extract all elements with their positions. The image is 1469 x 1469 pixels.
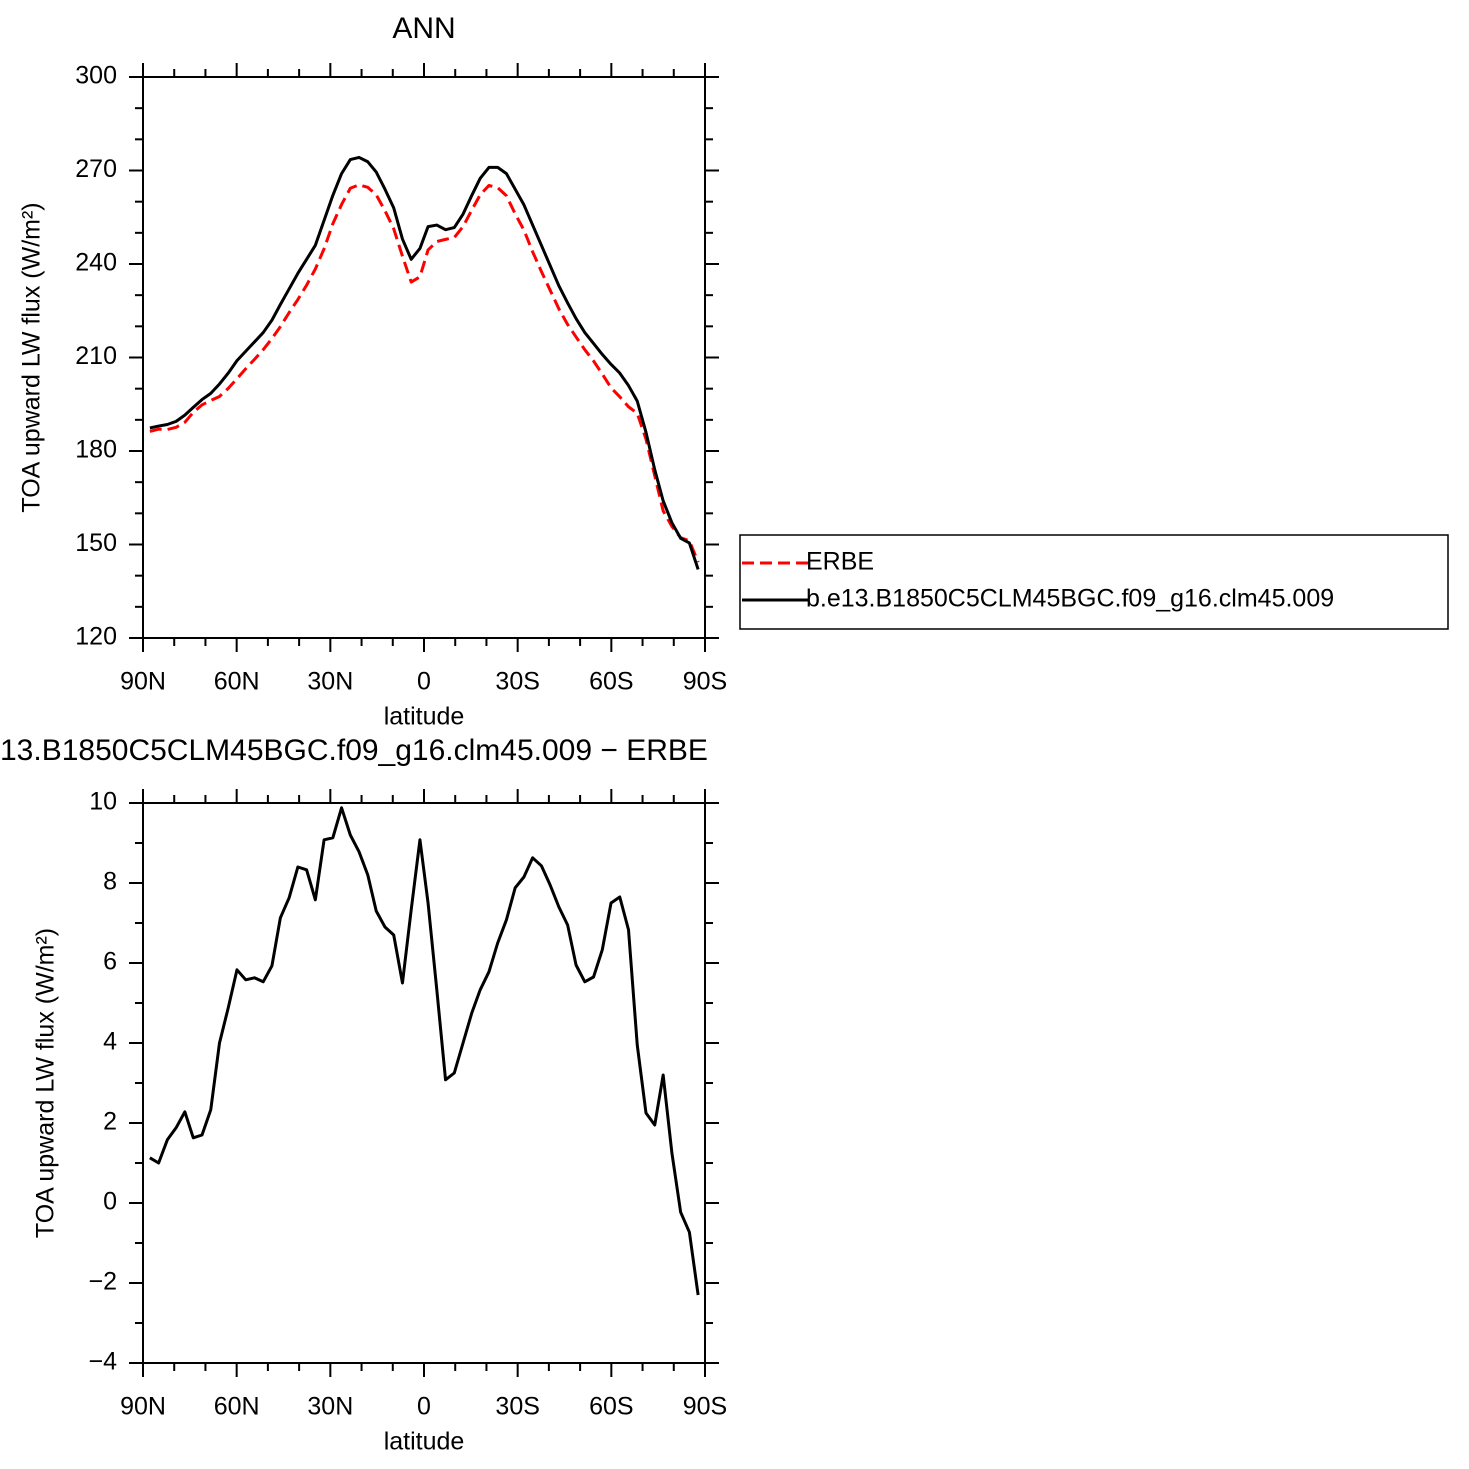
y-tick-label: 8 [103, 868, 117, 896]
y-axis-label: TOA upward LW flux (W/m²) [32, 928, 60, 1238]
x-axis-label: latitude [384, 703, 465, 731]
chart-title: ANN [392, 12, 455, 45]
x-tick-label: 90N [120, 668, 166, 696]
x-tick-label: 90S [683, 1393, 727, 1421]
x-axis-label: latitude [384, 1428, 465, 1456]
x-tick-label: 0 [417, 668, 431, 696]
y-tick-label: 150 [75, 529, 117, 557]
y-tick-label: −2 [88, 1268, 117, 1296]
legend-box [739, 534, 1449, 630]
x-tick-label: 30S [495, 1393, 539, 1421]
plot-frame [142, 802, 706, 1364]
y-tick-label: 180 [75, 436, 117, 464]
y-tick-label: 2 [103, 1108, 117, 1136]
y-tick-label: 210 [75, 342, 117, 370]
x-tick-label: 30N [307, 668, 353, 696]
y-tick-label: 300 [75, 62, 117, 90]
y-tick-label: 270 [75, 155, 117, 183]
y-tick-label: 4 [103, 1028, 117, 1056]
x-tick-label: 0 [417, 1393, 431, 1421]
chart-title: 13.B1850C5CLM45BGC.f09_g16.clm45.009 − E… [0, 734, 708, 767]
data-line [149, 155, 700, 570]
x-tick-label: 90S [683, 668, 727, 696]
data-line [149, 806, 700, 1296]
x-tick-label: 90N [120, 1393, 166, 1421]
x-tick-label: 60N [214, 668, 260, 696]
legend-label: b.e13.B1850C5CLM45BGC.f09_g16.clm45.009 [806, 585, 1334, 613]
y-tick-label: 120 [75, 623, 117, 651]
y-tick-label: 10 [89, 788, 117, 816]
y-tick-label: 0 [103, 1188, 117, 1216]
x-tick-label: 60S [589, 668, 633, 696]
y-tick-label: 240 [75, 249, 117, 277]
x-tick-label: 30N [307, 1393, 353, 1421]
x-tick-label: 30S [495, 668, 539, 696]
data-line [149, 183, 700, 563]
y-tick-label: −4 [88, 1348, 117, 1376]
x-tick-label: 60N [214, 1393, 260, 1421]
y-axis-label: TOA upward LW flux (W/m²) [18, 202, 46, 512]
plot-frame [142, 76, 706, 639]
legend-label: ERBE [806, 548, 874, 576]
x-tick-label: 60S [589, 1393, 633, 1421]
y-tick-label: 6 [103, 948, 117, 976]
